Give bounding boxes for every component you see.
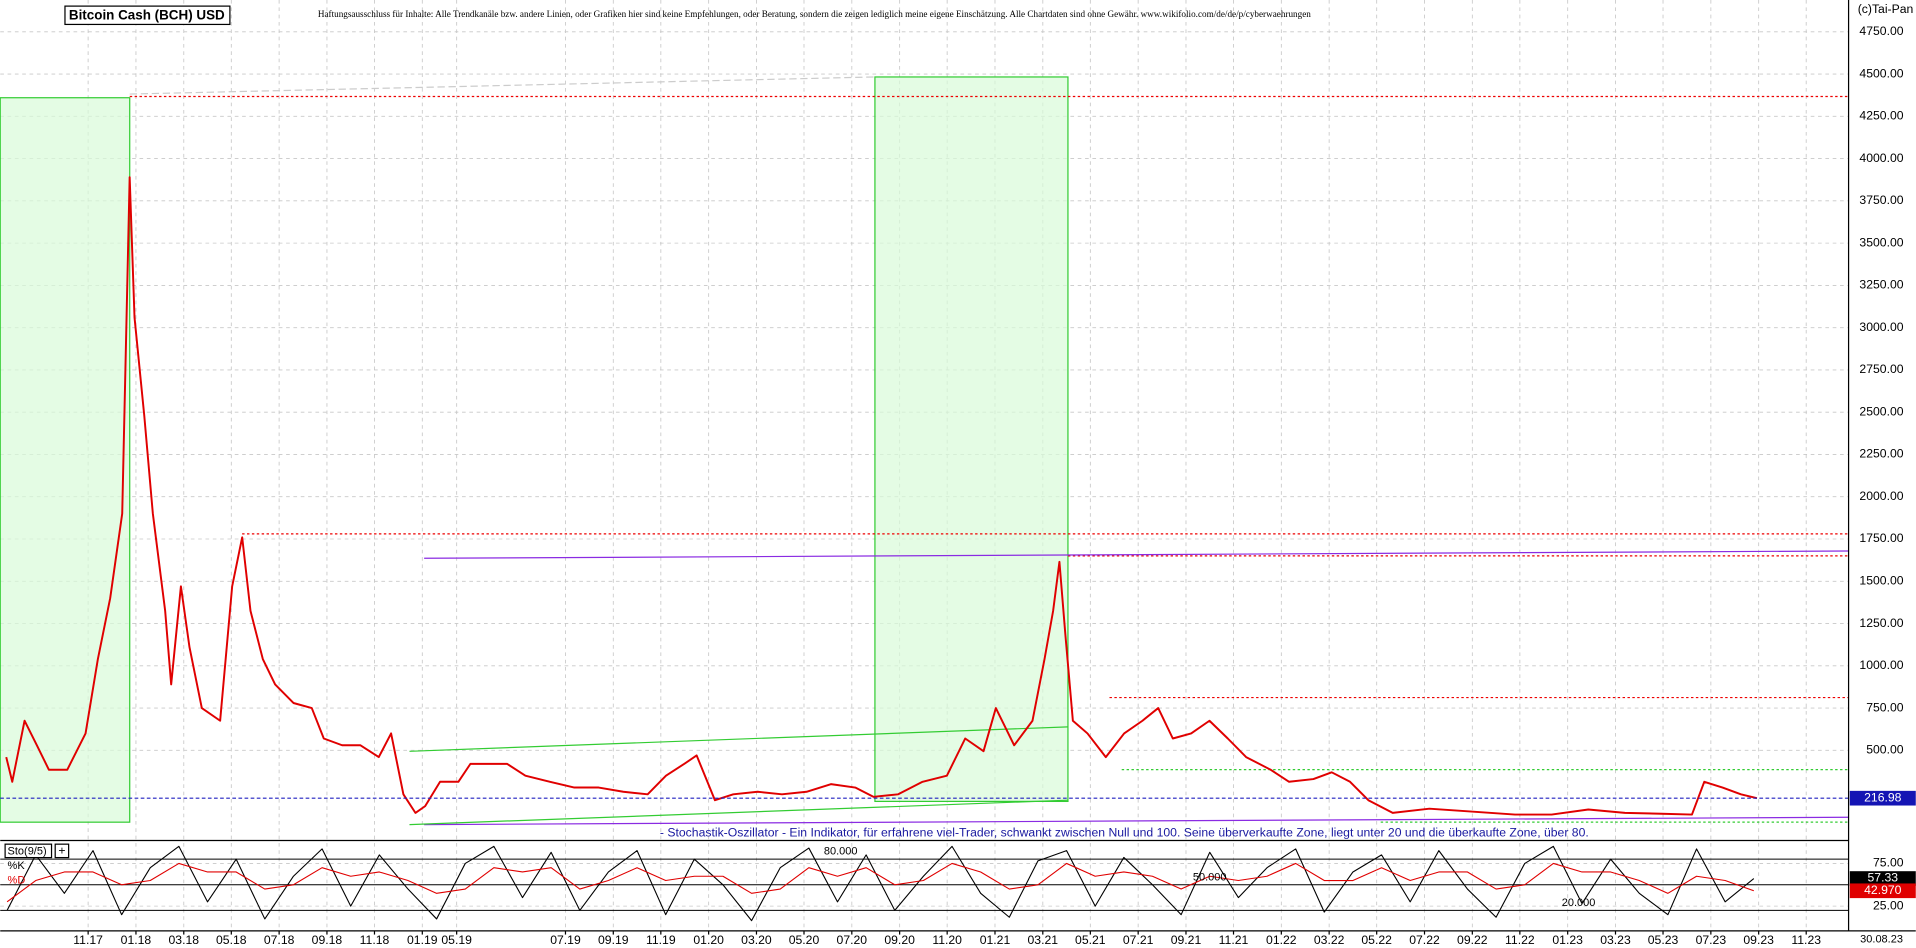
- x-tick-label: 11.20: [932, 933, 962, 947]
- x-tick-label: 07.18: [264, 933, 295, 947]
- y-tick-label: 1000.00: [1859, 658, 1903, 672]
- y-tick-label: 2750.00: [1859, 362, 1903, 376]
- x-tick-label: 09.23: [1743, 933, 1774, 947]
- y-tick-label: 4500.00: [1859, 66, 1903, 80]
- chart-title: Bitcoin Cash (BCH) USD: [69, 7, 225, 22]
- x-tick-label: 11.18: [360, 933, 390, 947]
- x-tick-label: 07.23: [1696, 933, 1727, 947]
- x-tick-label: 07.22: [1409, 933, 1440, 947]
- x-tick-label: 09.21: [1171, 933, 1202, 947]
- date-label: 30.08.23: [1860, 933, 1903, 945]
- x-tick-label: 01.20: [693, 933, 724, 947]
- x-tick-label: 05.21: [1075, 933, 1106, 947]
- x-tick-label: 01.18: [121, 933, 152, 947]
- title-box: [64, 5, 231, 26]
- x-tick-label: 11.23: [1791, 933, 1821, 947]
- indicator-box: [4, 843, 53, 859]
- current-value-box: [1849, 883, 1916, 899]
- x-tick-label: 05.22: [1361, 933, 1392, 947]
- legend-k: %K: [8, 860, 26, 872]
- copyright: (c)Tai-Pan: [1858, 2, 1914, 16]
- x-tick-label: 01.19: [407, 933, 438, 947]
- disclaimer: Haftungsausschluss für Inhalte: Alle Tre…: [318, 9, 1311, 19]
- x-tick-label: 07.20: [837, 933, 868, 947]
- x-tick-label: 09.20: [884, 933, 915, 947]
- y-tick-label: 3500.00: [1859, 235, 1903, 249]
- series-line: [5, 176, 1758, 816]
- y-tick-label: 4750.00: [1859, 24, 1903, 38]
- y-tick-label: 500.00: [1866, 743, 1904, 757]
- x-tick-label: 11.19: [646, 933, 676, 947]
- x-tick-label: 05.20: [789, 933, 820, 947]
- x-tick-label: 03.23: [1600, 933, 1631, 947]
- trend-line: [424, 550, 1849, 559]
- x-tick-label: 03.21: [1028, 933, 1059, 947]
- x-tick-label: 05.19: [441, 933, 472, 947]
- current-value-label: 57.33: [1868, 871, 1899, 885]
- x-tick-label: 07.19: [550, 933, 581, 947]
- y-tick-label: 1250.00: [1859, 616, 1903, 630]
- level-label: 20.000: [1562, 897, 1596, 909]
- x-tick-label: 09.19: [598, 933, 629, 947]
- x-tick-label: 03.22: [1314, 933, 1345, 947]
- current-value-label: 42.970: [1864, 883, 1902, 897]
- y-tick-label: 2000.00: [1859, 489, 1903, 503]
- x-tick-label: 11.17: [73, 933, 103, 947]
- indicator-title: Sto(9/5): [8, 845, 47, 857]
- x-tick-label: 01.22: [1266, 933, 1297, 947]
- y-tick-label: 3750.00: [1859, 193, 1903, 207]
- y-tick-label: 25.00: [1873, 898, 1904, 912]
- trend-line: [409, 726, 1068, 752]
- current-value-box: [1849, 871, 1916, 886]
- x-tick-label: 07.21: [1123, 933, 1154, 947]
- level-label: 50.000: [1193, 871, 1227, 883]
- x-tick-label: 01.23: [1552, 933, 1583, 947]
- legend-d: %D: [8, 875, 26, 887]
- y-tick-label: 1500.00: [1859, 573, 1903, 587]
- trend-line: [409, 799, 1068, 826]
- series-line: [6, 862, 1754, 903]
- x-tick-label: 11.22: [1505, 933, 1535, 947]
- y-tick-label: 750.00: [1866, 700, 1904, 714]
- x-tick-label: 05.23: [1648, 933, 1679, 947]
- x-tick-label: 03.20: [741, 933, 772, 947]
- y-tick-label: 2500.00: [1859, 404, 1903, 418]
- level-label: 80.000: [824, 846, 858, 858]
- x-tick-label: 09.18: [312, 933, 343, 947]
- series-line: [6, 845, 1755, 922]
- y-tick-label: 3000.00: [1859, 320, 1903, 334]
- trend-line: [424, 816, 1849, 826]
- x-tick-label: 11.21: [1219, 933, 1249, 947]
- y-tick-label: 75.00: [1873, 856, 1904, 870]
- zone: [0, 97, 131, 823]
- x-tick-label: 01.21: [980, 933, 1011, 947]
- y-tick-label: 4000.00: [1859, 151, 1903, 165]
- y-tick-label: 3250.00: [1859, 278, 1903, 292]
- indicator-button-icon[interactable]: +: [58, 844, 65, 858]
- x-tick-label: 05.18: [216, 933, 247, 947]
- indicator-button[interactable]: [54, 843, 70, 859]
- y-tick-label: 1750.00: [1859, 531, 1903, 545]
- x-tick-label: 09.22: [1457, 933, 1488, 947]
- y-tick-label: 4250.00: [1859, 109, 1903, 123]
- x-tick-label: 03.18: [169, 933, 200, 947]
- current-price-label: 216.98: [1864, 790, 1902, 804]
- current-price-box: [1849, 790, 1916, 806]
- indicator-description: - Stochastik-Oszillator - Ein Indikator,…: [660, 825, 1589, 839]
- trend-line: [129, 76, 875, 95]
- y-tick-label: 2250.00: [1859, 447, 1903, 461]
- zone: [874, 76, 1069, 803]
